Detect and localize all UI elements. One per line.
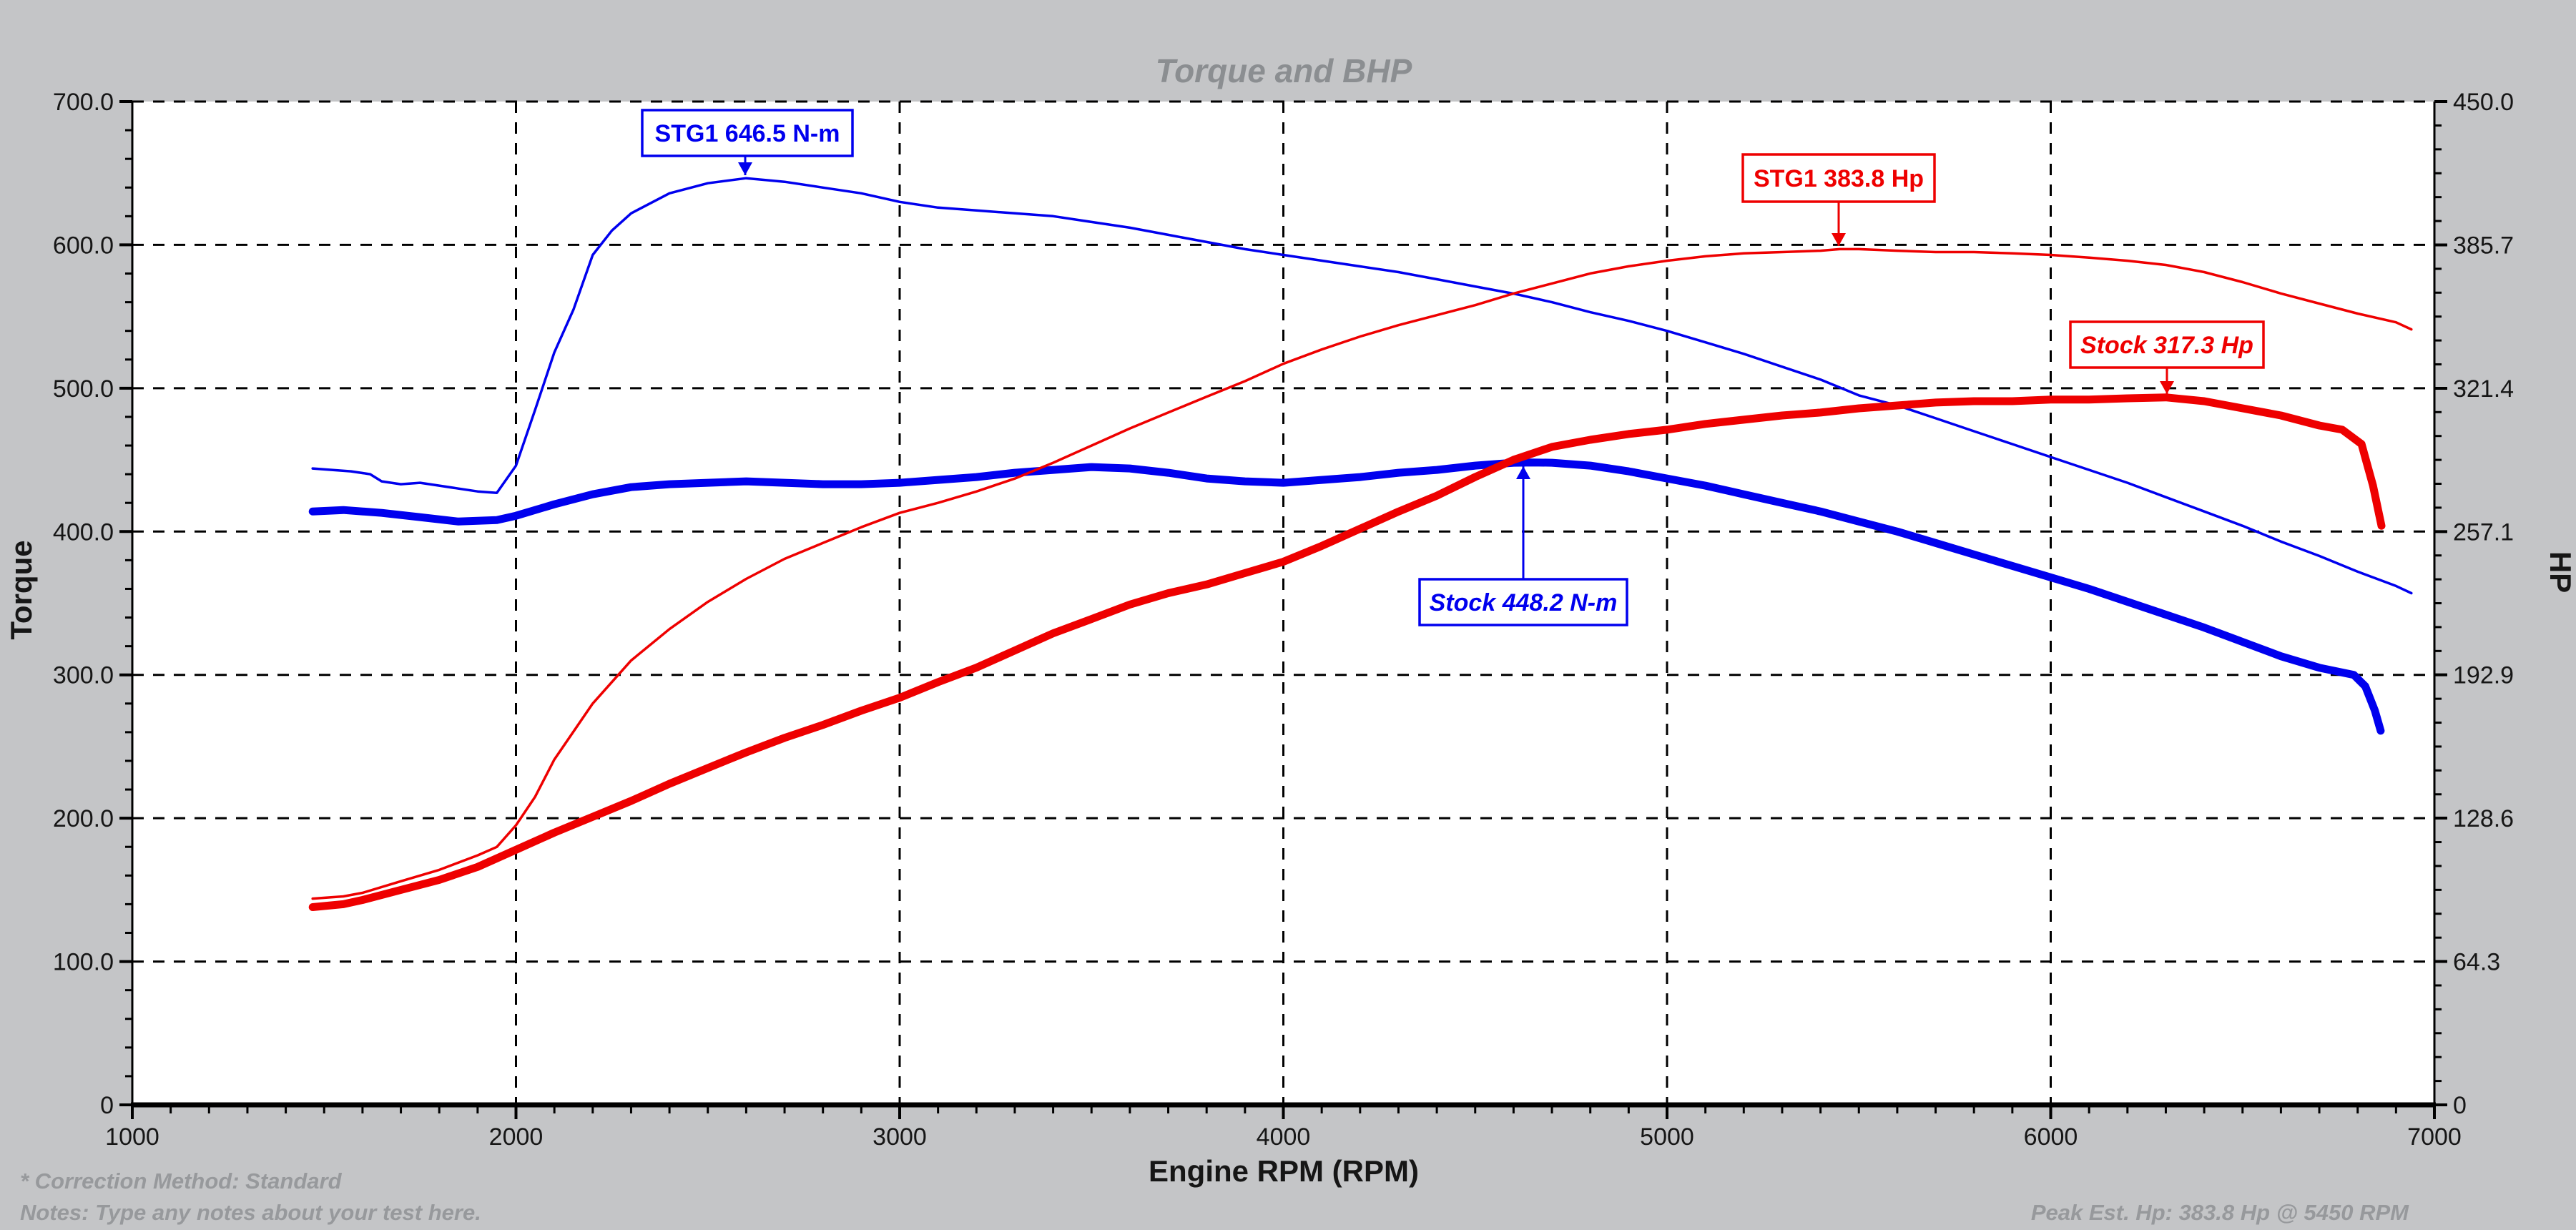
left-tick-label: 500.0 [53, 375, 114, 403]
annotation-label: STG1 383.8 Hp [1754, 165, 1924, 192]
notes-line: Notes: Type any notes about your test he… [20, 1200, 481, 1225]
right-axis-title: HP [2544, 551, 2576, 593]
x-tick-label: 3000 [872, 1123, 927, 1151]
axis-frame-layer [131, 102, 2436, 1108]
left-tick-label: 100.0 [53, 949, 114, 976]
stg1-hp-curve [311, 247, 2413, 900]
left-tick-label: 600.0 [53, 232, 114, 259]
annotation-label: Stock 317.3 Hp [2080, 332, 2253, 359]
annotation-label: Stock 448.2 N-m [1430, 589, 1618, 616]
right-tick-label: 321.4 [2453, 375, 2514, 403]
x-tick-label: 2000 [489, 1123, 544, 1151]
x-axis-title: Engine RPM (RPM) [1149, 1154, 1419, 1188]
tick-layer: 1000 2000 3000 4000 5000 6000 7000 700.0 600.0 50… [53, 89, 2514, 1151]
annotation-stock-torque-peak: Stock 448.2 N-m [1418, 466, 1628, 626]
right-tick-label: 257.1 [2453, 518, 2514, 546]
left-tick-label: 400.0 [53, 518, 114, 546]
annotation-box [641, 109, 854, 157]
annotation-stg1-hp-peak: STG1 383.8 Hp [1741, 153, 1936, 246]
left-tick-label: 700.0 [53, 89, 114, 116]
stg1-torque-n-m--curve [311, 177, 2413, 595]
x-tick-label: 4000 [1257, 1123, 1311, 1151]
x-tick-label: 5000 [1640, 1123, 1694, 1151]
right-tick-label: 64.3 [2453, 949, 2500, 976]
annotation-box [2069, 320, 2265, 369]
annotation-arrowhead [1516, 466, 1530, 479]
right-tick-label: 385.7 [2453, 232, 2514, 259]
annotation-box [1741, 153, 1936, 203]
x-tick-label: 6000 [2024, 1123, 2078, 1151]
annotation-arrowhead [2160, 381, 2174, 394]
stock-torque-n-m--curve [308, 458, 2385, 735]
peak-estimate-note: Peak Est. Hp: 383.8 Hp @ 5450 RPM [2031, 1200, 2409, 1225]
left-tick-label: 0 [100, 1092, 114, 1119]
stock-hp-curve [308, 393, 2386, 911]
curve-layer [308, 177, 2413, 911]
right-tick-label: 450.0 [2453, 89, 2514, 116]
annotation-arrowhead [1832, 233, 1846, 246]
grid-layer [132, 100, 2434, 1105]
left-tick-label: 300.0 [53, 662, 114, 689]
annotation-layer: STG1 646.5 N-m STG1 383.8 Hp Stock 317.3 H… [641, 109, 2265, 626]
right-tick-label: 0 [2453, 1092, 2467, 1119]
annotation-stg1-torque-peak: STG1 646.5 N-m [641, 109, 854, 175]
x-tick-label: 7000 [2407, 1123, 2462, 1151]
annotation-arrowhead [738, 162, 752, 175]
annotation-stock-hp-peak: Stock 317.3 Hp [2069, 320, 2265, 394]
annotation-box [1418, 578, 1628, 626]
annotation-label: STG1 646.5 N-m [655, 120, 840, 147]
right-tick-label: 128.6 [2453, 805, 2514, 832]
x-tick-label: 1000 [105, 1123, 159, 1151]
left-tick-label: 200.0 [53, 805, 114, 832]
correction-method-note: * Correction Method: Standard [20, 1168, 343, 1194]
right-tick-label: 192.9 [2453, 662, 2514, 689]
chart-title: Torque and BHP [1156, 52, 1412, 89]
left-axis-title: Torque [4, 540, 38, 639]
